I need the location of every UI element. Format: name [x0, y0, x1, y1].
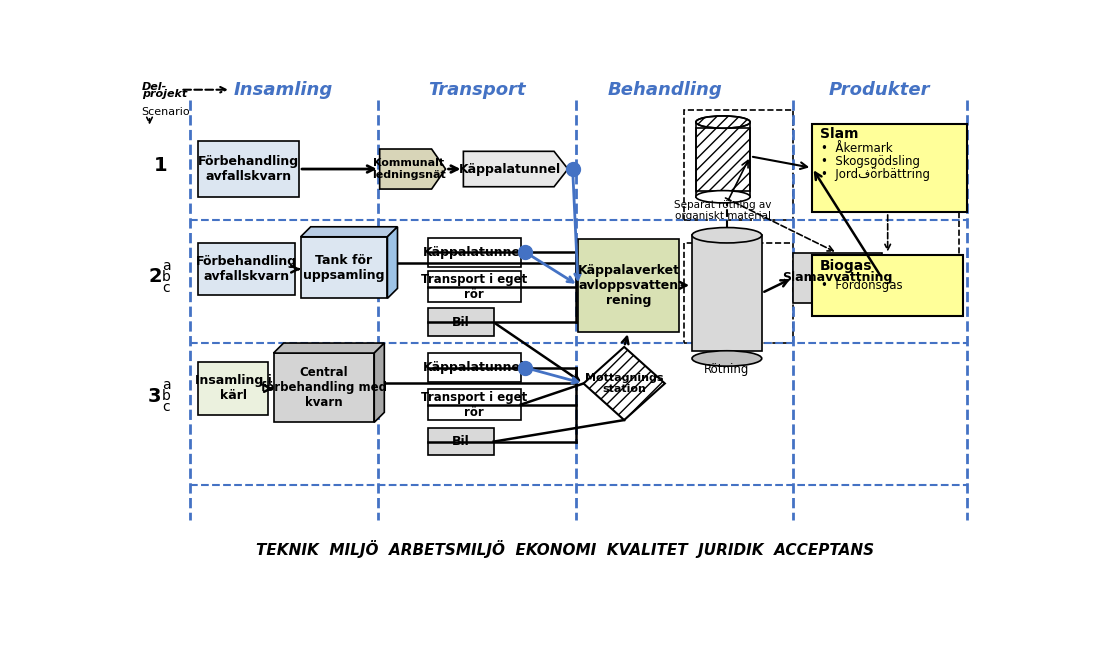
Text: a: a [162, 379, 171, 392]
Bar [696, 122, 750, 190]
Text: Produkter: Produkter [828, 81, 930, 99]
Text: Biogas: Biogas [820, 259, 872, 273]
Text: Förbehandling
avfallskvarn: Förbehandling avfallskvarn [199, 155, 299, 183]
Bar [301, 237, 387, 299]
Text: b: b [162, 270, 171, 284]
Polygon shape [387, 227, 397, 299]
Text: •  Skogsgödsling: • Skogsgödsling [822, 155, 920, 168]
Text: Slam: Slam [820, 126, 858, 141]
Text: c: c [163, 400, 170, 414]
Text: Insamling i
kärl: Insamling i kärl [195, 375, 271, 402]
Bar [684, 110, 793, 220]
Bar [793, 253, 882, 303]
Polygon shape [274, 343, 384, 353]
Text: Behandling: Behandling [608, 81, 722, 99]
Polygon shape [583, 347, 665, 420]
Bar [428, 308, 494, 336]
Text: Rötning: Rötning [704, 362, 750, 376]
Ellipse shape [696, 116, 750, 128]
Bar [428, 353, 521, 382]
Bar [578, 239, 678, 332]
Bar [428, 389, 521, 420]
Text: Tank för
uppsamling: Tank för uppsamling [303, 253, 385, 282]
Text: •  Åkermark: • Åkermark [822, 142, 893, 155]
Bar [684, 243, 793, 343]
Text: Käppalatunnel: Käppalatunnel [424, 361, 525, 374]
Text: TEKNIK  MILJÖ  ARBETSMILJÖ  EKONOMI  KVALITET  JURIDIK  ACCEPTANS: TEKNIK MILJÖ ARBETSMILJÖ EKONOMI KVALITE… [256, 541, 874, 559]
Bar [692, 235, 762, 351]
Bar [428, 272, 521, 303]
Text: •  Fordonsgas: • Fordonsgas [822, 279, 903, 292]
Text: 3: 3 [148, 388, 162, 406]
Bar [199, 141, 299, 197]
Bar [199, 362, 268, 415]
Ellipse shape [692, 228, 762, 243]
Text: •  Jordفörbättring: • Jordفörbättring [822, 168, 931, 181]
Text: 2: 2 [148, 266, 162, 286]
Bar [812, 124, 967, 212]
Ellipse shape [696, 190, 750, 203]
Text: Käppalaverket
avloppsvatten
rening: Käppalaverket avloppsvatten rening [578, 264, 679, 307]
Text: Förbehandling
avfallskvarn: Förbehandling avfallskvarn [196, 255, 298, 283]
Text: c: c [163, 281, 170, 295]
Text: Transport i eget
rör: Transport i eget rör [421, 273, 527, 301]
Bar [428, 237, 521, 267]
Text: Central
förbehandling med
kvarn: Central förbehandling med kvarn [261, 366, 387, 409]
Bar [199, 243, 296, 295]
Text: Insamling: Insamling [234, 81, 333, 99]
Bar [274, 353, 374, 422]
Text: Käppalatunnel: Käppalatunnel [459, 163, 560, 175]
Text: Slamavvattning: Slamavvattning [782, 272, 892, 284]
Ellipse shape [692, 351, 762, 366]
Text: Kommunalt
ledningsnät: Kommunalt ledningsnät [372, 158, 446, 180]
Text: Del-: Del- [142, 82, 167, 92]
Text: Transport i eget
rör: Transport i eget rör [421, 391, 527, 419]
Text: Bil: Bil [452, 435, 470, 448]
Text: Separat rötning av
organiskt material: Separat rötning av organiskt material [674, 200, 772, 221]
Polygon shape [463, 152, 568, 187]
Text: Transport: Transport [428, 81, 525, 99]
Polygon shape [379, 149, 446, 189]
Text: Mottagnings
station: Mottagnings station [585, 373, 663, 394]
Text: Bil: Bil [452, 316, 470, 329]
Bar [696, 128, 750, 197]
Polygon shape [301, 227, 397, 237]
Text: b: b [162, 389, 171, 403]
Text: 1: 1 [154, 157, 168, 175]
Text: Scenario: Scenario [142, 107, 191, 117]
Polygon shape [374, 343, 384, 422]
Bar [428, 428, 494, 455]
Text: Käppalatunnel: Käppalatunnel [424, 246, 525, 259]
Bar [812, 255, 963, 316]
Text: a: a [162, 259, 171, 273]
Text: projekt: projekt [142, 90, 188, 99]
